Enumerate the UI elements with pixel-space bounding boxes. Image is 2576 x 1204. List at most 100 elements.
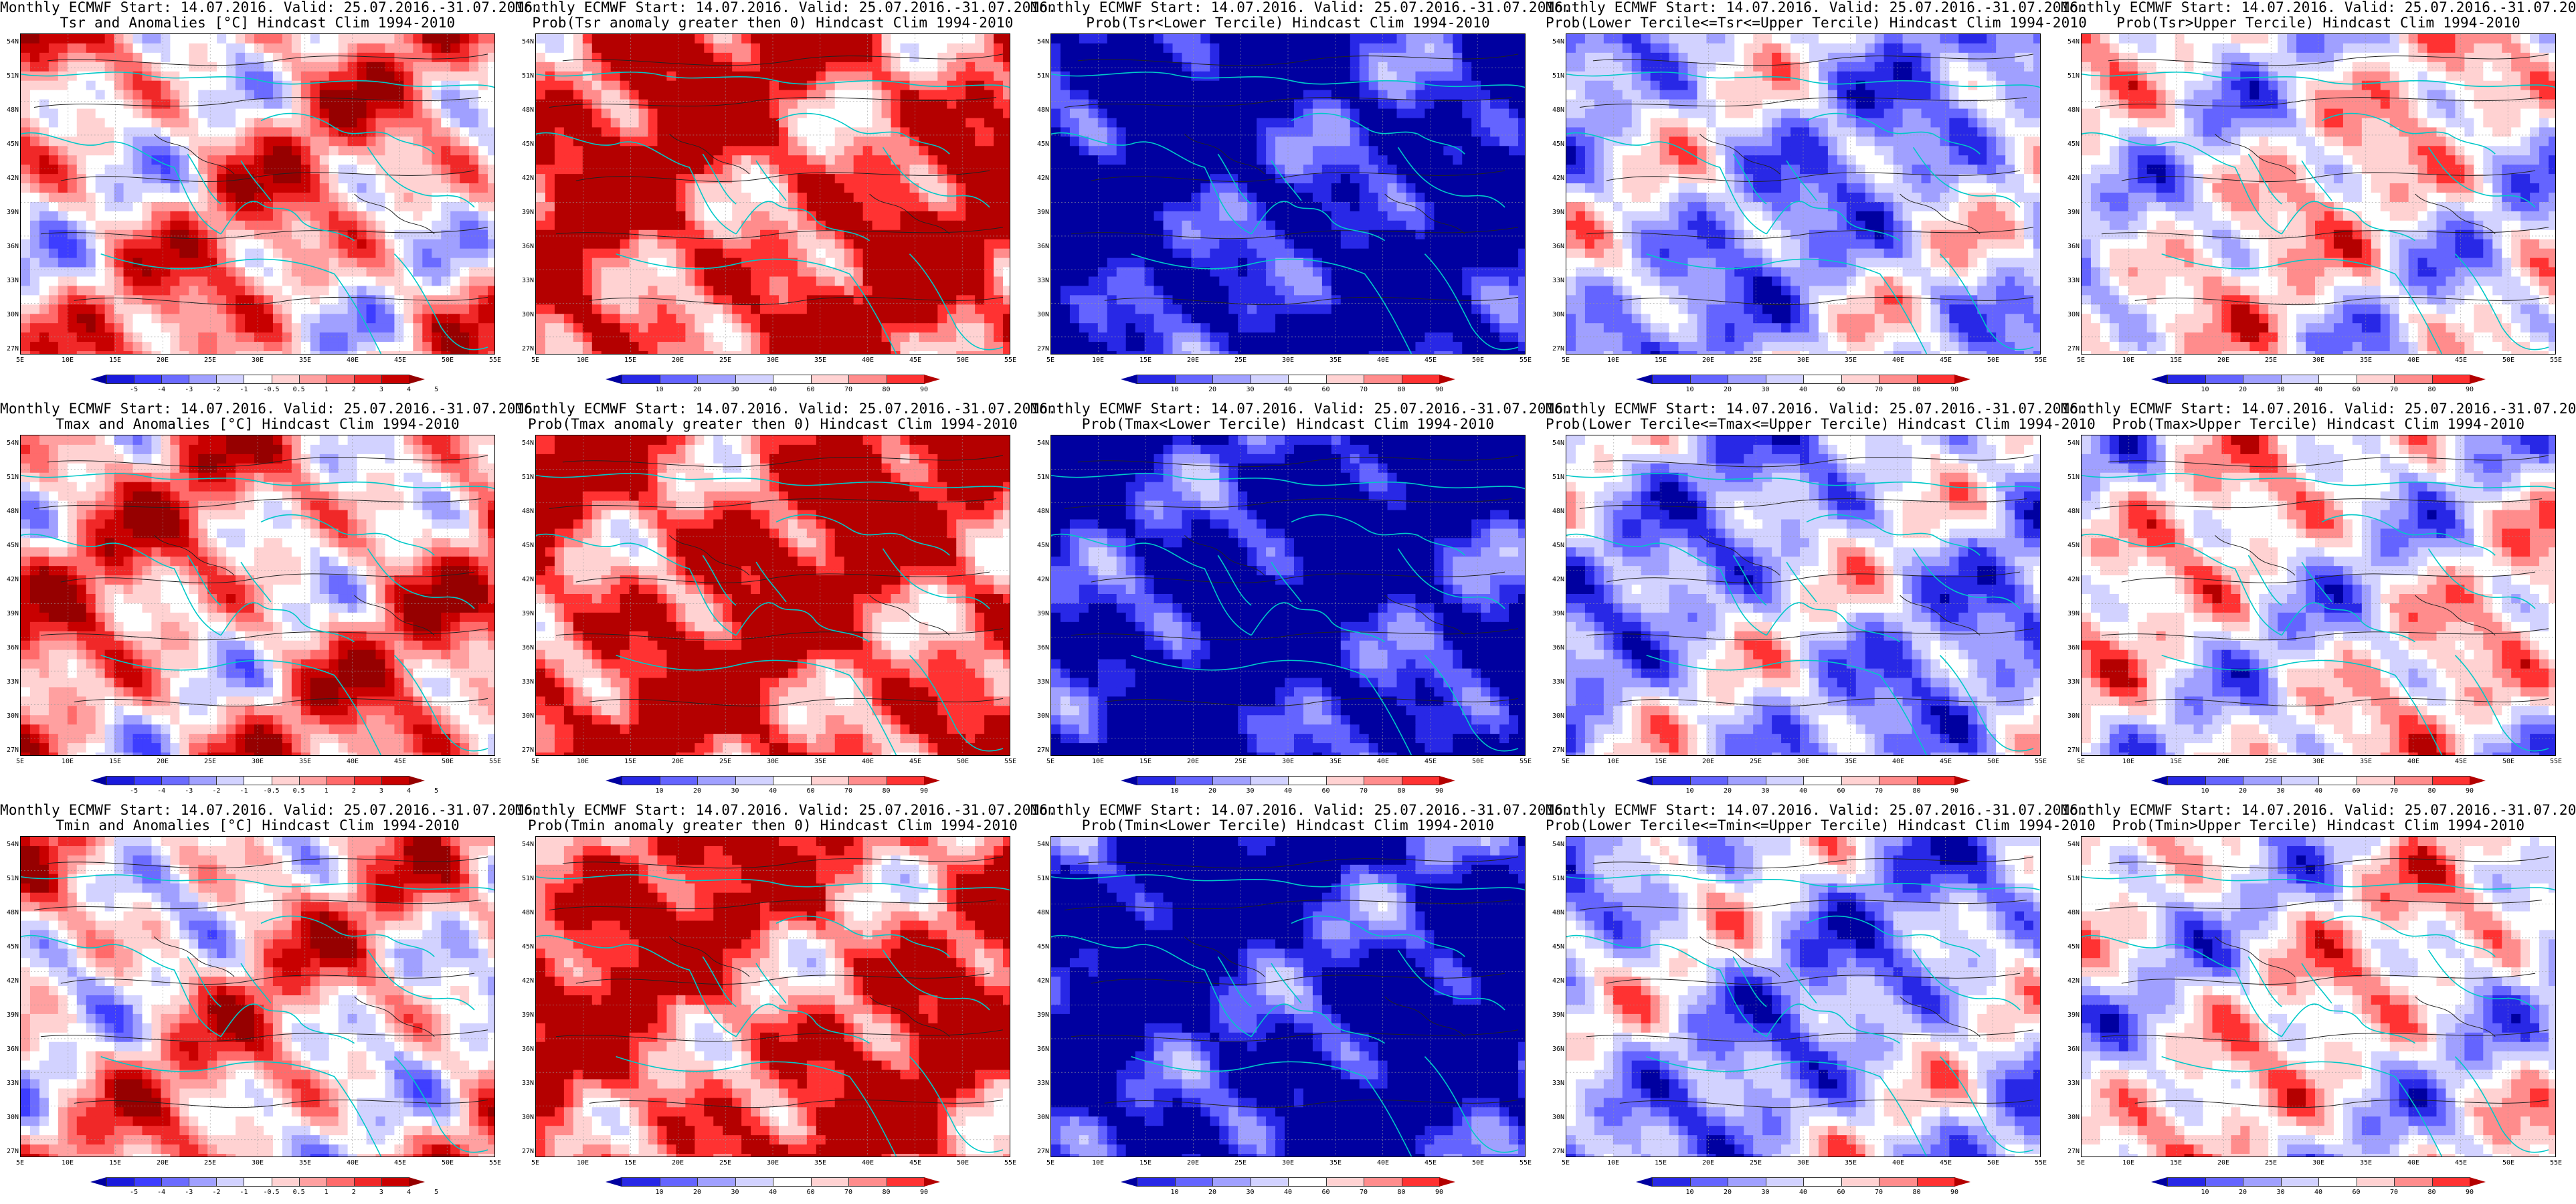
shaded-cell	[1191, 258, 1201, 268]
shaded-cell	[21, 183, 31, 193]
shaded-cell	[469, 34, 479, 44]
shaded-cell	[984, 314, 994, 324]
shaded-cell	[469, 258, 479, 268]
shaded-cell	[778, 267, 789, 277]
shaded-cell	[1219, 239, 1229, 249]
shaded-cell	[1107, 90, 1117, 100]
shaded-cell	[1238, 220, 1248, 231]
shaded-cell	[704, 62, 714, 72]
shaded-cell	[545, 267, 555, 277]
shaded-cell	[329, 62, 339, 72]
shaded-cell	[347, 108, 358, 118]
shaded-cell	[170, 314, 180, 324]
shaded-cell	[1219, 183, 1229, 193]
shaded-cell	[909, 304, 919, 314]
shaded-cell	[956, 52, 966, 63]
shaded-cell	[666, 220, 676, 231]
shaded-cell	[469, 136, 479, 146]
shaded-cell	[357, 146, 367, 156]
shaded-cell	[928, 351, 938, 354]
shaded-cell	[179, 248, 189, 259]
shaded-cell	[114, 155, 124, 165]
shaded-cell	[254, 323, 264, 333]
shaded-cell	[179, 304, 189, 314]
shaded-cell	[207, 136, 217, 146]
shaded-cell	[620, 295, 630, 305]
shaded-cell	[21, 201, 31, 212]
shaded-cell	[319, 62, 330, 72]
shaded-cell	[48, 193, 59, 203]
shaded-cell	[937, 201, 947, 212]
shaded-cell	[170, 351, 180, 354]
shaded-cell	[666, 193, 676, 203]
shaded-cell	[797, 211, 808, 221]
shaded-cell	[104, 193, 115, 203]
shaded-cell	[1069, 155, 1080, 165]
shaded-cell	[375, 71, 385, 82]
shaded-cell	[591, 165, 602, 175]
shaded-cell	[95, 80, 106, 91]
shaded-cell	[797, 323, 808, 333]
shaded-cell	[403, 118, 413, 128]
shaded-cell	[751, 295, 761, 305]
shaded-cell	[695, 286, 705, 296]
shaded-cell	[1088, 258, 1099, 268]
shaded-cell	[226, 314, 236, 324]
shaded-cell	[1228, 220, 1238, 231]
shaded-cell	[39, 155, 50, 165]
shaded-cell	[394, 34, 404, 44]
shaded-cell	[1350, 146, 1360, 156]
shaded-cell	[1163, 136, 1173, 146]
shaded-cell	[1210, 211, 1220, 221]
shaded-cell	[816, 183, 826, 193]
shaded-cell	[441, 295, 451, 305]
shaded-cell	[975, 304, 985, 314]
shaded-cell	[300, 80, 311, 91]
shaded-cell	[469, 174, 479, 184]
shaded-cell	[338, 267, 349, 277]
shaded-cell	[1340, 34, 1351, 44]
shaded-cell	[1200, 239, 1210, 249]
shaded-cell	[245, 34, 255, 44]
shaded-cell	[778, 183, 789, 193]
shaded-cell	[1415, 80, 1425, 91]
shaded-cell	[1293, 71, 1304, 82]
shaded-cell	[1471, 201, 1481, 212]
shaded-cell	[900, 99, 910, 110]
shaded-cell	[881, 174, 891, 184]
shaded-cell	[816, 211, 826, 221]
shaded-cell	[1490, 127, 1500, 137]
shaded-cell	[179, 276, 189, 286]
shaded-cell	[432, 99, 442, 110]
shaded-cell	[1107, 220, 1117, 231]
shaded-cell	[236, 267, 246, 277]
shaded-cell	[254, 136, 264, 146]
shaded-cell	[319, 108, 330, 118]
shaded-cell	[1443, 118, 1453, 128]
shaded-cell	[432, 295, 442, 305]
shaded-cell	[620, 80, 630, 91]
shaded-cell	[676, 90, 686, 100]
shaded-cell	[95, 332, 106, 342]
shaded-cell	[853, 201, 864, 212]
shaded-cell	[788, 193, 798, 203]
shaded-cell	[403, 62, 413, 72]
shaded-cell	[329, 108, 339, 118]
shaded-cell	[919, 146, 929, 156]
shaded-cell	[357, 248, 367, 259]
shaded-cell	[198, 304, 208, 314]
shaded-cell	[291, 220, 302, 231]
shaded-cell	[95, 90, 106, 100]
shaded-cell	[1359, 34, 1370, 44]
shaded-cell	[1518, 43, 1525, 54]
shaded-cell	[741, 286, 751, 296]
shaded-cell	[245, 146, 255, 156]
shaded-cell	[713, 43, 723, 54]
shaded-cell	[469, 183, 479, 193]
shaded-cell	[226, 118, 236, 128]
shaded-cell	[956, 146, 966, 156]
shaded-cell	[853, 146, 864, 156]
shaded-cell	[685, 239, 695, 249]
contour-line	[47, 54, 488, 66]
shaded-cell	[872, 229, 883, 240]
